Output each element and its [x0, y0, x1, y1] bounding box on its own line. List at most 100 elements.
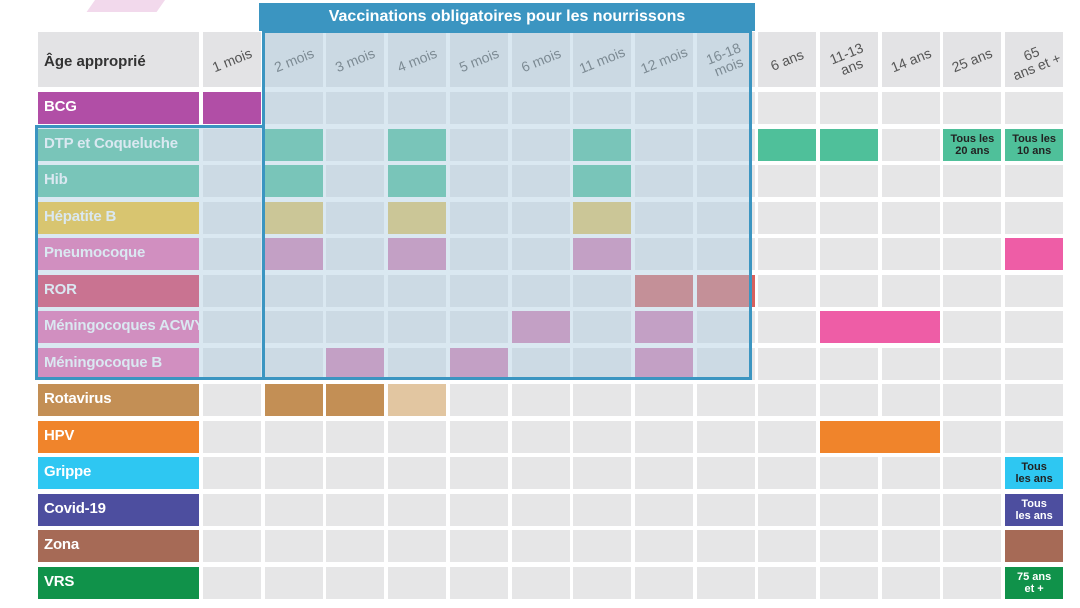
schedule-cell	[203, 493, 261, 526]
schedule-cell	[881, 457, 940, 489]
schedule-cell	[388, 457, 447, 489]
dose-mark	[1005, 566, 1064, 599]
schedule-cell	[758, 238, 817, 270]
schedule-cell	[881, 238, 940, 270]
schedule-cell	[449, 201, 508, 234]
schedule-cell	[820, 493, 878, 526]
schedule-cell	[758, 384, 817, 416]
schedule-cell	[696, 165, 755, 197]
schedule-cell	[758, 530, 817, 562]
schedule-cell	[203, 238, 261, 270]
schedule-cell	[1005, 311, 1064, 343]
schedule-cell	[511, 457, 570, 489]
schedule-cell	[449, 238, 508, 270]
vaccine-label: Rotavirus	[38, 384, 199, 416]
schedule-cell	[943, 165, 1002, 197]
schedule-cell	[449, 566, 508, 599]
dose-note: 75 ans et +	[1016, 570, 1052, 595]
schedule-cell	[1005, 420, 1064, 453]
dose-mark	[634, 274, 693, 307]
vaccine-label: ROR	[38, 274, 199, 307]
column-header-label: 16-18 mois	[703, 38, 745, 79]
schedule-cell	[203, 420, 261, 453]
dose-mark	[1005, 530, 1064, 562]
schedule-cell	[511, 566, 570, 599]
schedule-cell	[758, 493, 817, 526]
schedule-cell	[264, 420, 323, 453]
schedule-cell	[1005, 92, 1064, 124]
dose-mark	[264, 165, 323, 197]
schedule-cell	[511, 201, 570, 234]
age-header-label: Âge approprié	[38, 32, 199, 87]
schedule-cell	[326, 238, 385, 270]
schedule-cell	[449, 457, 508, 489]
schedule-cell	[449, 493, 508, 526]
schedule-cell	[820, 201, 878, 234]
dose-mark	[264, 201, 323, 234]
schedule-cell	[449, 420, 508, 453]
vaccine-label: Méningocoques ACWY	[38, 311, 199, 343]
schedule-cell	[820, 347, 878, 380]
schedule-cell	[943, 384, 1002, 416]
column-header-label: 6 ans	[768, 45, 807, 74]
dose-mark	[634, 347, 693, 380]
schedule-cell	[203, 201, 261, 234]
schedule-cell	[758, 311, 817, 343]
column-header-label: 65 ans et +	[1010, 42, 1063, 83]
schedule-cell	[820, 165, 878, 197]
column-header: 6 ans	[758, 32, 817, 87]
schedule-cell	[388, 420, 447, 453]
schedule-cell	[758, 165, 817, 197]
dose-mark	[820, 420, 940, 453]
schedule-cell	[326, 530, 385, 562]
dose-mark	[634, 311, 693, 343]
schedule-cell	[881, 530, 940, 562]
schedule-cell	[820, 384, 878, 416]
column-header-label: 6 mois	[518, 44, 563, 75]
dose-mark	[943, 128, 1002, 161]
schedule-cell	[943, 566, 1002, 599]
column-header-label: 1 mois	[209, 44, 255, 75]
schedule-cell	[820, 457, 878, 489]
schedule-cell	[449, 530, 508, 562]
column-header: 65 ans et +	[1005, 32, 1064, 87]
schedule-cell	[634, 420, 693, 453]
vaccine-label: BCG	[38, 92, 199, 124]
dose-mark	[388, 201, 447, 234]
dose-note: Tous les 20 ans	[950, 132, 995, 157]
schedule-cell	[326, 566, 385, 599]
vaccine-label: Covid-19	[38, 493, 199, 526]
schedule-cell	[573, 420, 632, 453]
schedule-cell	[203, 311, 261, 343]
vaccine-label: VRS	[38, 566, 199, 599]
schedule-cell	[943, 420, 1002, 453]
schedule-cell	[511, 347, 570, 380]
schedule-cell	[881, 566, 940, 599]
dose-note: Tous les 10 ans	[1012, 132, 1056, 157]
column-header: 16-18 mois	[696, 32, 755, 87]
dose-mark	[203, 92, 261, 124]
schedule-cell	[820, 566, 878, 599]
schedule-cell	[449, 128, 508, 161]
column-header-label: 2 mois	[271, 44, 316, 75]
column-header-label: 4 mois	[394, 44, 440, 75]
schedule-cell	[1005, 347, 1064, 380]
schedule-cell	[388, 566, 447, 599]
column-header: 4 mois	[388, 32, 447, 87]
schedule-cell	[573, 384, 632, 416]
column-header-label: 14 ans	[888, 44, 934, 75]
schedule-cell	[943, 238, 1002, 270]
schedule-cell	[264, 493, 323, 526]
schedule-cell	[696, 238, 755, 270]
schedule-cell	[758, 274, 817, 307]
schedule-cell	[696, 201, 755, 234]
dose-mark	[573, 201, 632, 234]
schedule-cell	[820, 274, 878, 307]
schedule-cell	[820, 238, 878, 270]
schedule-cell	[881, 128, 940, 161]
dose-mark	[511, 311, 570, 343]
schedule-cell	[511, 128, 570, 161]
schedule-cell	[758, 457, 817, 489]
column-header-label: 11-13 ans	[827, 39, 866, 78]
schedule-cell	[634, 92, 693, 124]
